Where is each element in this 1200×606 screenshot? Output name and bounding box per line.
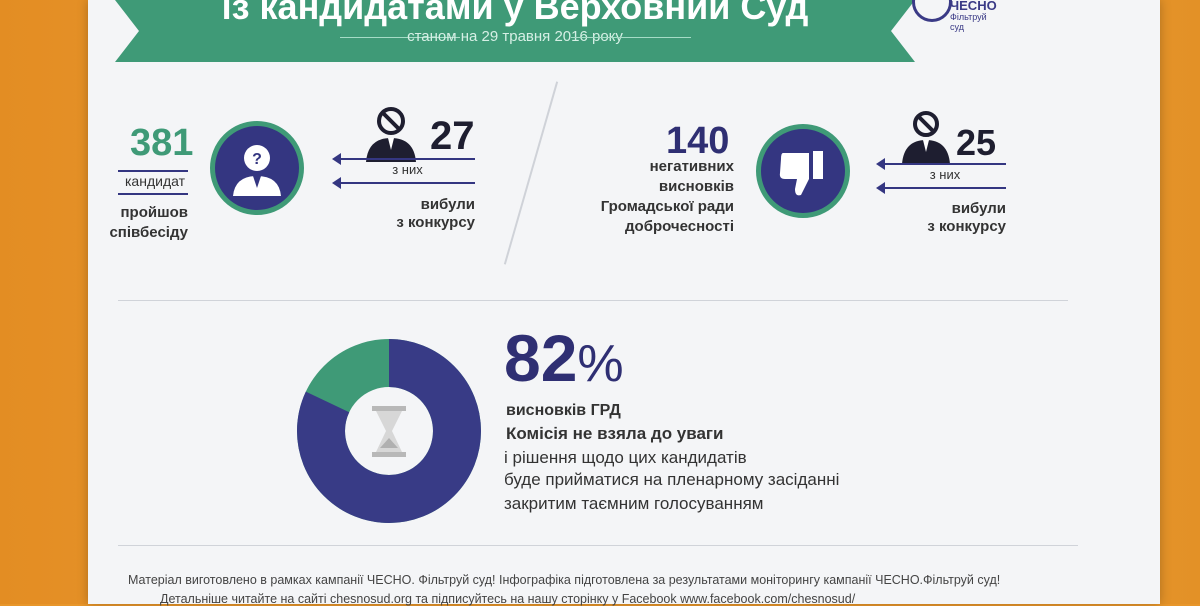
infographic-sheet (88, 0, 1160, 604)
header-date: станом на 29 травня 2016 року (407, 28, 623, 45)
date-line-left (340, 37, 460, 38)
svg-text:?: ? (252, 151, 262, 168)
logo-circle-icon (912, 0, 952, 22)
date-line-right (571, 37, 691, 38)
ban-person-icon (366, 107, 416, 162)
arrow-left-1 (332, 153, 475, 165)
middle-divider (118, 300, 1068, 301)
negative-label-1: негативних (649, 158, 734, 175)
of-them-right: з них (929, 167, 961, 182)
underline-1 (118, 170, 188, 172)
percent-number: 82 (504, 321, 578, 395)
dropped-number-left: 27 (430, 114, 475, 158)
header-title: із кандидатами у Верховний Суд (221, 0, 809, 27)
thumbs-circle (756, 124, 850, 218)
footer-line-1: Матеріал виготовлено в рамках кампанії Ч… (128, 573, 1001, 587)
stat-line-2: Комісія не взяла до уваги (506, 424, 724, 443)
dropped-number-right: 25 (956, 122, 997, 163)
stat-line-4: буде прийматися на пленарному засіданні (504, 470, 840, 489)
donut-main-segment (297, 339, 481, 523)
percent-value: 82% (504, 320, 624, 396)
footer-line-2: Детальніше читайте на сайті chesnosud.or… (160, 592, 856, 606)
stat-line-1: висновків ГРД (506, 402, 621, 419)
question-person-icon: ? (233, 145, 281, 196)
percent-sign: % (577, 335, 624, 393)
percent-donut-chart (297, 339, 481, 523)
hourglass-icon (372, 406, 406, 457)
negative-number: 140 (666, 120, 730, 162)
passed-label: пройшов (120, 204, 189, 221)
logo-subtitle: Фільтруй суд (950, 12, 987, 32)
negative-label-3: Громадської ради (600, 198, 734, 215)
negative-label-2: висновків (658, 178, 734, 195)
total-number: 381 (130, 122, 194, 164)
interview-label: співбесіду (109, 224, 188, 241)
header-ribbon: із кандидатами у Верховний Суд станом на… (115, 0, 915, 62)
footer-divider (118, 545, 1078, 546)
arrow-right-2 (876, 182, 1006, 194)
dropped-label-right-2: з конкурсу (927, 218, 1006, 235)
chesno-logo: ЧЕСНО Фільтруй суд (912, 0, 1002, 32)
underline-2 (118, 193, 188, 195)
dropped-label-left-1: вибули (420, 196, 475, 213)
arrow-right-1 (876, 158, 1006, 170)
stat-line-5: закритим таємним голосуванням (504, 494, 764, 513)
stat-line-3: і рішення щодо цих кандидатів (504, 448, 747, 467)
negative-label-4: доброчесності (625, 218, 734, 235)
thumbs-down-icon (779, 151, 823, 196)
candidate-circle: ? (210, 121, 304, 215)
of-them-left: з них (392, 162, 423, 177)
ban-person-icon (902, 111, 950, 164)
total-label: кандидат (125, 173, 185, 189)
arrow-left-2 (332, 177, 475, 189)
dropped-label-right-1: вибули (951, 200, 1006, 217)
dropped-label-left-2: з конкурсу (396, 214, 475, 231)
logo-name: ЧЕСНО (950, 0, 997, 13)
